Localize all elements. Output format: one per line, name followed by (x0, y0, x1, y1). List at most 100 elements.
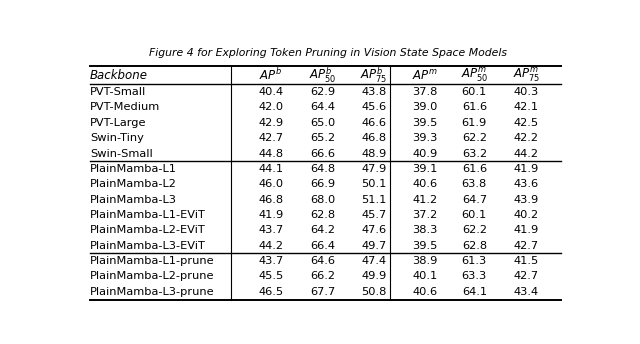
Text: 40.6: 40.6 (412, 287, 437, 297)
Text: 47.9: 47.9 (361, 164, 387, 174)
Text: 39.1: 39.1 (412, 164, 437, 174)
Text: 42.9: 42.9 (259, 118, 284, 128)
Text: 42.0: 42.0 (259, 103, 284, 112)
Text: 42.7: 42.7 (514, 241, 539, 251)
Text: 44.2: 44.2 (514, 149, 539, 159)
Text: 63.2: 63.2 (461, 149, 487, 159)
Text: 50.8: 50.8 (361, 287, 387, 297)
Text: 49.7: 49.7 (361, 241, 387, 251)
Text: 64.8: 64.8 (310, 164, 335, 174)
Text: 65.2: 65.2 (310, 133, 335, 143)
Text: 64.2: 64.2 (310, 225, 335, 235)
Text: 62.2: 62.2 (462, 225, 487, 235)
Text: PVT-Small: PVT-Small (90, 87, 146, 97)
Text: PlainMamba-L1-EViT: PlainMamba-L1-EViT (90, 210, 206, 220)
Text: 66.6: 66.6 (310, 149, 335, 159)
Text: Figure 4 for Exploring Token Pruning in Vision State Space Models: Figure 4 for Exploring Token Pruning in … (149, 48, 507, 58)
Text: 65.0: 65.0 (310, 118, 335, 128)
Text: 61.9: 61.9 (461, 118, 487, 128)
Text: 46.6: 46.6 (362, 118, 387, 128)
Text: 39.0: 39.0 (412, 103, 437, 112)
Text: PlainMamba-L3-prune: PlainMamba-L3-prune (90, 287, 214, 297)
Text: Swin-Tiny: Swin-Tiny (90, 133, 144, 143)
Text: 41.9: 41.9 (259, 210, 284, 220)
Text: 63.3: 63.3 (461, 271, 487, 281)
Text: PVT-Large: PVT-Large (90, 118, 147, 128)
Text: 43.8: 43.8 (361, 87, 387, 97)
Text: $AP^b_{50}$: $AP^b_{50}$ (309, 66, 337, 85)
Text: $AP^m_{50}$: $AP^m_{50}$ (461, 67, 488, 84)
Text: 41.5: 41.5 (514, 256, 539, 266)
Text: 46.0: 46.0 (259, 179, 284, 189)
Text: 47.4: 47.4 (362, 256, 387, 266)
Text: 64.6: 64.6 (310, 256, 335, 266)
Text: Swin-Small: Swin-Small (90, 149, 153, 159)
Text: 61.6: 61.6 (461, 103, 487, 112)
Text: 43.9: 43.9 (514, 195, 539, 205)
Text: PlainMamba-L2: PlainMamba-L2 (90, 179, 177, 189)
Text: $AP^m$: $AP^m$ (412, 68, 438, 83)
Text: 41.9: 41.9 (514, 164, 539, 174)
Text: 45.5: 45.5 (259, 271, 284, 281)
Text: 47.6: 47.6 (362, 225, 387, 235)
Text: 64.7: 64.7 (461, 195, 487, 205)
Text: 43.6: 43.6 (514, 179, 539, 189)
Text: 49.9: 49.9 (361, 271, 387, 281)
Text: 60.1: 60.1 (461, 87, 487, 97)
Text: 64.1: 64.1 (461, 287, 487, 297)
Text: 64.4: 64.4 (310, 103, 335, 112)
Text: PlainMamba-L3: PlainMamba-L3 (90, 195, 177, 205)
Text: PVT-Medium: PVT-Medium (90, 103, 160, 112)
Text: 46.8: 46.8 (362, 133, 387, 143)
Text: 38.3: 38.3 (412, 225, 437, 235)
Text: 40.4: 40.4 (259, 87, 284, 97)
Text: $AP^b_{75}$: $AP^b_{75}$ (360, 66, 388, 85)
Text: 40.9: 40.9 (412, 149, 437, 159)
Text: 62.2: 62.2 (462, 133, 487, 143)
Text: 40.2: 40.2 (514, 210, 539, 220)
Text: 39.5: 39.5 (412, 241, 437, 251)
Text: 45.7: 45.7 (361, 210, 387, 220)
Text: 41.9: 41.9 (514, 225, 539, 235)
Text: 50.1: 50.1 (361, 179, 387, 189)
Text: $AP^m_{75}$: $AP^m_{75}$ (513, 67, 540, 84)
Text: 44.8: 44.8 (259, 149, 284, 159)
Text: PlainMamba-L3-EViT: PlainMamba-L3-EViT (90, 241, 206, 251)
Text: 66.9: 66.9 (310, 179, 335, 189)
Text: 62.9: 62.9 (310, 87, 335, 97)
Text: 37.8: 37.8 (412, 87, 437, 97)
Text: 40.3: 40.3 (514, 87, 539, 97)
Text: 45.6: 45.6 (362, 103, 387, 112)
Text: 43.7: 43.7 (259, 256, 284, 266)
Text: PlainMamba-L1-prune: PlainMamba-L1-prune (90, 256, 214, 266)
Text: 46.5: 46.5 (259, 287, 284, 297)
Text: 44.1: 44.1 (259, 164, 284, 174)
Text: 41.2: 41.2 (412, 195, 437, 205)
Text: 62.8: 62.8 (461, 241, 487, 251)
Text: 51.1: 51.1 (361, 195, 387, 205)
Text: 60.1: 60.1 (461, 210, 487, 220)
Text: PlainMamba-L2-prune: PlainMamba-L2-prune (90, 271, 214, 281)
Text: 40.6: 40.6 (412, 179, 437, 189)
Text: 48.9: 48.9 (361, 149, 387, 159)
Text: 42.5: 42.5 (514, 118, 539, 128)
Text: 39.5: 39.5 (412, 118, 437, 128)
Text: 42.7: 42.7 (514, 271, 539, 281)
Text: 42.7: 42.7 (259, 133, 284, 143)
Text: 62.8: 62.8 (310, 210, 335, 220)
Text: 43.7: 43.7 (259, 225, 284, 235)
Text: 44.2: 44.2 (259, 241, 284, 251)
Text: $AP^b$: $AP^b$ (259, 67, 283, 83)
Text: 67.7: 67.7 (310, 287, 335, 297)
Text: PlainMamba-L2-EViT: PlainMamba-L2-EViT (90, 225, 205, 235)
Text: 40.1: 40.1 (412, 271, 437, 281)
Text: PlainMamba-L1: PlainMamba-L1 (90, 164, 177, 174)
Text: 66.2: 66.2 (310, 271, 335, 281)
Text: 43.4: 43.4 (514, 287, 539, 297)
Text: 39.3: 39.3 (412, 133, 437, 143)
Text: Backbone: Backbone (90, 69, 148, 82)
Text: 42.2: 42.2 (514, 133, 539, 143)
Text: 61.6: 61.6 (461, 164, 487, 174)
Text: 38.9: 38.9 (412, 256, 437, 266)
Text: 66.4: 66.4 (310, 241, 335, 251)
